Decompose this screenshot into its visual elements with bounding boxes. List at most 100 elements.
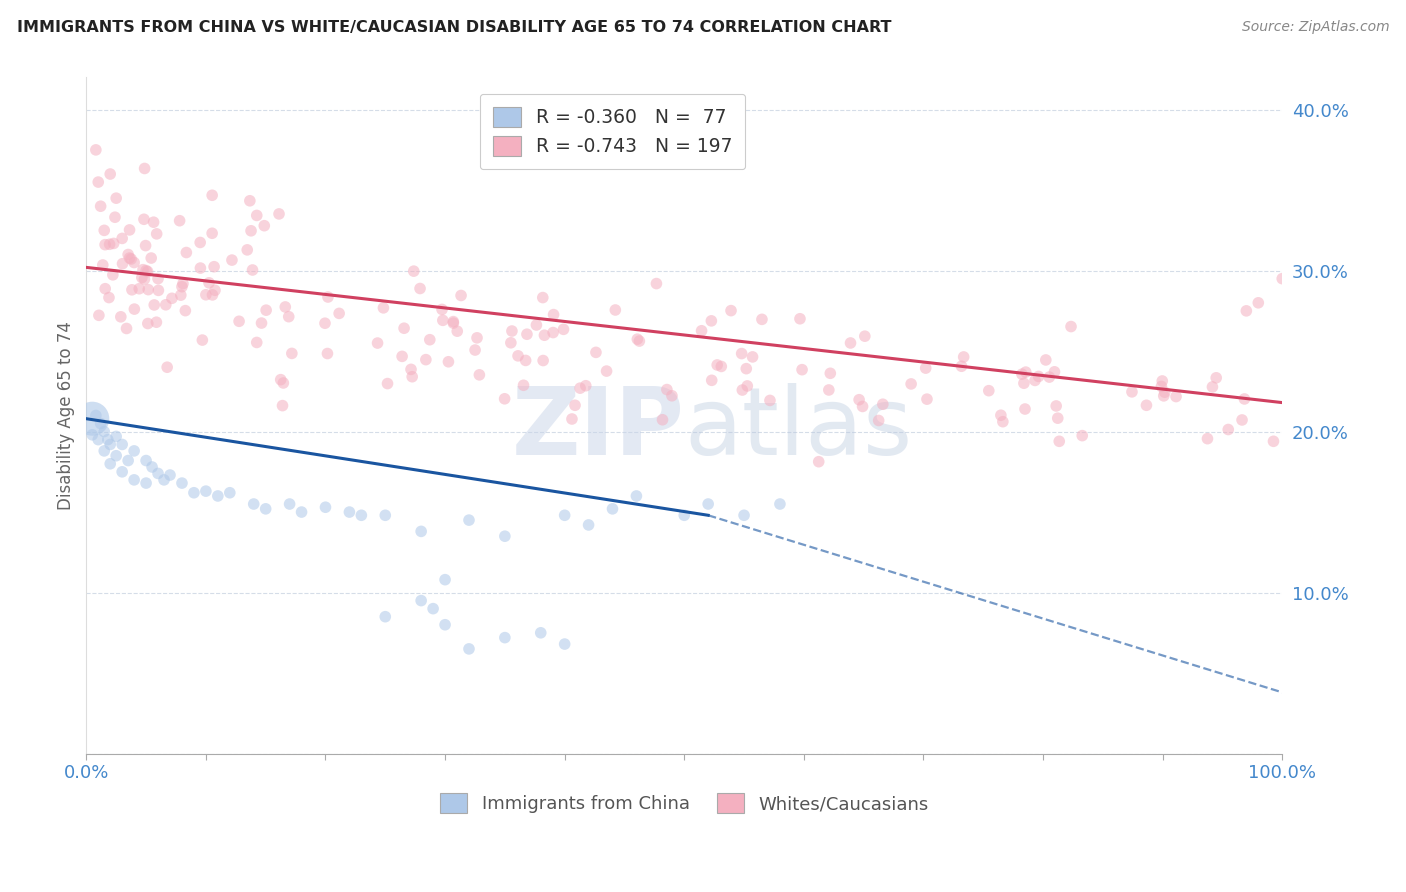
Point (201, 188, 224, 202)
Point (392, 321, 415, 335)
Point (328, 306, 350, 320)
Point (155, 298, 177, 312)
Point (93, 223, 115, 237)
Point (246, 335, 269, 350)
Point (90, 199, 112, 213)
Point (651, 413, 673, 427)
Point (277, 310, 299, 324)
Point (314, 316, 336, 330)
Point (132, 212, 155, 227)
Point (458, 641, 481, 656)
Point (820, 366, 842, 380)
Point (242, 497, 264, 511)
Point (115, 321, 138, 335)
Point (533, 328, 555, 343)
Point (733, 508, 755, 523)
Point (700, 373, 723, 387)
Point (87, 309, 110, 323)
Point (194, 287, 217, 301)
Point (153, 473, 176, 487)
Point (1038, 370, 1060, 384)
Point (98, 291, 121, 305)
Point (430, 302, 453, 317)
Point (950, 359, 973, 374)
Point (93, 425, 115, 439)
Point (174, 303, 197, 318)
Point (274, 300, 297, 314)
Point (183, 485, 205, 500)
Point (790, 362, 813, 376)
Point (188, 235, 211, 250)
Point (1197, 432, 1219, 446)
Point (730, 346, 752, 360)
Point (191, 333, 214, 347)
Point (136, 264, 159, 278)
Point (145, 227, 167, 241)
Y-axis label: Disability Age 65 to 74: Disability Age 65 to 74 (58, 321, 75, 510)
Text: IMMIGRANTS FROM CHINA VS WHITE/CAUCASIAN DISABILITY AGE 65 TO 74 CORRELATION CHA: IMMIGRANTS FROM CHINA VS WHITE/CAUCASIAN… (17, 20, 891, 35)
Point (281, 346, 304, 360)
Point (512, 378, 534, 392)
Point (690, 324, 713, 338)
Point (868, 413, 890, 427)
Point (515, 353, 537, 368)
Point (254, 303, 277, 318)
Point (1043, 365, 1066, 379)
Point (170, 476, 193, 491)
Point (673, 508, 696, 523)
Point (494, 631, 516, 645)
Point (176, 245, 198, 260)
Point (104, 211, 127, 225)
Point (194, 484, 217, 499)
Point (531, 291, 554, 305)
Point (991, 415, 1014, 429)
Point (91, 258, 114, 272)
Point (1135, 398, 1157, 412)
Point (93, 443, 115, 458)
Point (516, 327, 538, 342)
Point (98, 167, 121, 181)
Point (848, 392, 870, 407)
Point (578, 517, 600, 532)
Point (236, 243, 259, 257)
Point (128, 282, 150, 296)
Point (706, 358, 728, 372)
Point (1011, 367, 1033, 381)
Point (374, 609, 396, 624)
Point (117, 453, 139, 467)
Point (437, 355, 460, 369)
Point (143, 298, 166, 312)
Point (602, 501, 624, 516)
Point (915, 392, 938, 406)
Point (554, 508, 576, 523)
Point (135, 263, 157, 277)
Point (142, 215, 165, 229)
Point (1234, 303, 1257, 318)
Point (134, 272, 156, 286)
Point (377, 376, 399, 391)
Point (218, 485, 240, 500)
Point (111, 465, 134, 479)
Point (697, 497, 720, 511)
Point (135, 476, 157, 491)
Point (1153, 385, 1175, 400)
Point (900, 376, 922, 391)
Point (409, 281, 432, 295)
Point (117, 247, 139, 261)
Point (553, 322, 575, 336)
Point (710, 359, 733, 374)
Point (759, 393, 782, 408)
Point (1201, 380, 1223, 394)
Point (267, 207, 290, 221)
Point (160, 291, 183, 305)
Point (170, 288, 193, 302)
Point (373, 301, 395, 315)
Point (554, 637, 576, 651)
Point (661, 389, 683, 403)
Point (446, 324, 468, 338)
Point (105, 429, 128, 443)
Point (499, 335, 522, 350)
Point (1233, 392, 1256, 406)
Point (374, 508, 396, 523)
Point (136, 317, 159, 331)
